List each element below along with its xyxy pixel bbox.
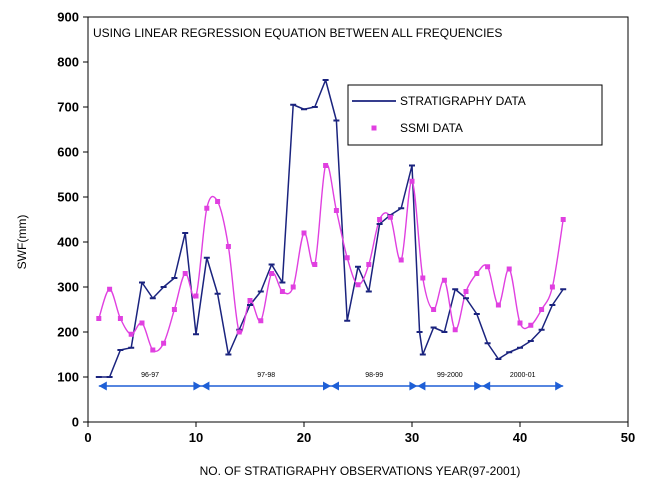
x-axis-label: NO. OF STRATIGRAPHY OBSERVATIONS YEAR(97… bbox=[200, 464, 521, 478]
ssmi-point bbox=[96, 316, 102, 321]
period-arrowhead-left bbox=[201, 381, 210, 391]
legend-ssmi-label: SSMI DATA bbox=[400, 121, 463, 135]
plot-frame bbox=[87, 16, 629, 423]
y-tick-label: 900 bbox=[57, 10, 79, 25]
y-axis-label: SWF(mm) bbox=[15, 215, 29, 270]
period-arrowhead-right bbox=[409, 381, 418, 391]
ssmi-point bbox=[398, 257, 404, 263]
legend-box bbox=[347, 84, 603, 146]
ssmi-point bbox=[161, 340, 167, 346]
ssmi-point bbox=[215, 199, 221, 204]
period-arrowhead-right bbox=[474, 381, 483, 391]
ssmi-point bbox=[452, 327, 458, 333]
ssmi-point bbox=[463, 289, 469, 294]
y-tick-label: 200 bbox=[57, 325, 79, 340]
ssmi-point bbox=[560, 217, 566, 222]
ssmi-point bbox=[247, 298, 253, 303]
period-label: 98-99 bbox=[365, 372, 383, 379]
ssmi-point bbox=[420, 275, 426, 281]
y-tick-label: 700 bbox=[57, 100, 79, 115]
ssmi-point bbox=[139, 320, 145, 326]
ssmi-point bbox=[355, 282, 361, 288]
period-arrowhead-right bbox=[193, 381, 202, 391]
x-tick-label: 50 bbox=[621, 430, 635, 445]
period-label: 97-98 bbox=[257, 372, 275, 379]
period-arrowhead-right bbox=[555, 381, 564, 391]
ssmi-point bbox=[517, 320, 523, 326]
ssmi-point bbox=[549, 284, 555, 290]
chart-title: USING LINEAR REGRESSION EQUATION BETWEEN… bbox=[93, 26, 502, 40]
x-tick-label: 40 bbox=[513, 430, 527, 445]
ssmi-point bbox=[279, 289, 285, 294]
y-tick-label: 300 bbox=[57, 280, 79, 295]
y-tick-label: 600 bbox=[57, 145, 79, 160]
period-arrowhead-left bbox=[417, 381, 426, 391]
x-tick-label: 20 bbox=[297, 430, 311, 445]
ssmi-point bbox=[333, 208, 339, 213]
x-tick-label: 30 bbox=[405, 430, 419, 445]
y-tick-label: 0 bbox=[72, 415, 79, 430]
ssmi-point bbox=[344, 255, 350, 261]
series-group bbox=[95, 79, 567, 378]
ssmi-point bbox=[323, 163, 329, 168]
ssmi-point bbox=[474, 271, 480, 276]
ssmi-point bbox=[539, 307, 545, 312]
y-tick-label: 500 bbox=[57, 190, 79, 205]
y-tick-label: 800 bbox=[57, 55, 79, 70]
x-tick-label: 0 bbox=[84, 430, 91, 445]
legend-ssmi-marker bbox=[371, 125, 377, 131]
period-label: 99-2000 bbox=[437, 372, 463, 379]
axes: 0 100 200 300 400 500 600 700 800 900 0 10 20 30 40 50 bbox=[57, 10, 635, 446]
legend: STRATIGRAPHY DATA SSMI DATA bbox=[347, 84, 603, 146]
period-arrowhead-left bbox=[331, 381, 339, 391]
period-label: 2000-01 bbox=[510, 372, 536, 379]
y-tick-label: 100 bbox=[57, 370, 79, 385]
ssmi-point bbox=[204, 205, 210, 211]
y-tick-label: 400 bbox=[57, 235, 79, 250]
ssmi-point bbox=[301, 230, 307, 236]
period-arrowhead-left bbox=[482, 381, 491, 391]
period-arrows: 96-97 97-98 98-99 99-2000 2000-01 bbox=[98, 372, 564, 391]
ssmi-point bbox=[377, 217, 383, 222]
ssmi-point bbox=[409, 178, 415, 184]
ssmi-point bbox=[269, 271, 275, 276]
ssmi-point bbox=[236, 329, 242, 335]
x-tick-label: 10 bbox=[189, 430, 203, 445]
ssmi-point bbox=[193, 293, 199, 299]
ssmi-point bbox=[290, 284, 296, 290]
period-label: 96-97 bbox=[141, 372, 159, 379]
ssmi-point bbox=[107, 286, 113, 292]
ssmi-point bbox=[366, 262, 372, 267]
ssmi-point bbox=[312, 262, 318, 267]
ssmi-point bbox=[495, 302, 501, 308]
period-arrowhead-right bbox=[323, 381, 331, 391]
period-arrowhead-left bbox=[98, 381, 107, 391]
ssmi-point bbox=[150, 347, 156, 353]
ssmi-point bbox=[171, 307, 177, 312]
ssmi-point bbox=[441, 277, 447, 283]
ssmi-point bbox=[225, 244, 231, 249]
ssmi-point bbox=[528, 322, 534, 328]
ssmi-point bbox=[117, 316, 123, 321]
ssmi-point bbox=[182, 271, 188, 276]
legend-stratigraphy-label: STRATIGRAPHY DATA bbox=[400, 94, 526, 108]
series-line-ssmi bbox=[98, 163, 564, 353]
ssmi-point bbox=[128, 331, 134, 337]
ssmi-point bbox=[387, 214, 393, 220]
ssmi-point bbox=[506, 266, 512, 272]
ssmi-point bbox=[485, 264, 491, 270]
ssmi-point bbox=[258, 318, 264, 324]
ssmi-point bbox=[431, 307, 437, 312]
